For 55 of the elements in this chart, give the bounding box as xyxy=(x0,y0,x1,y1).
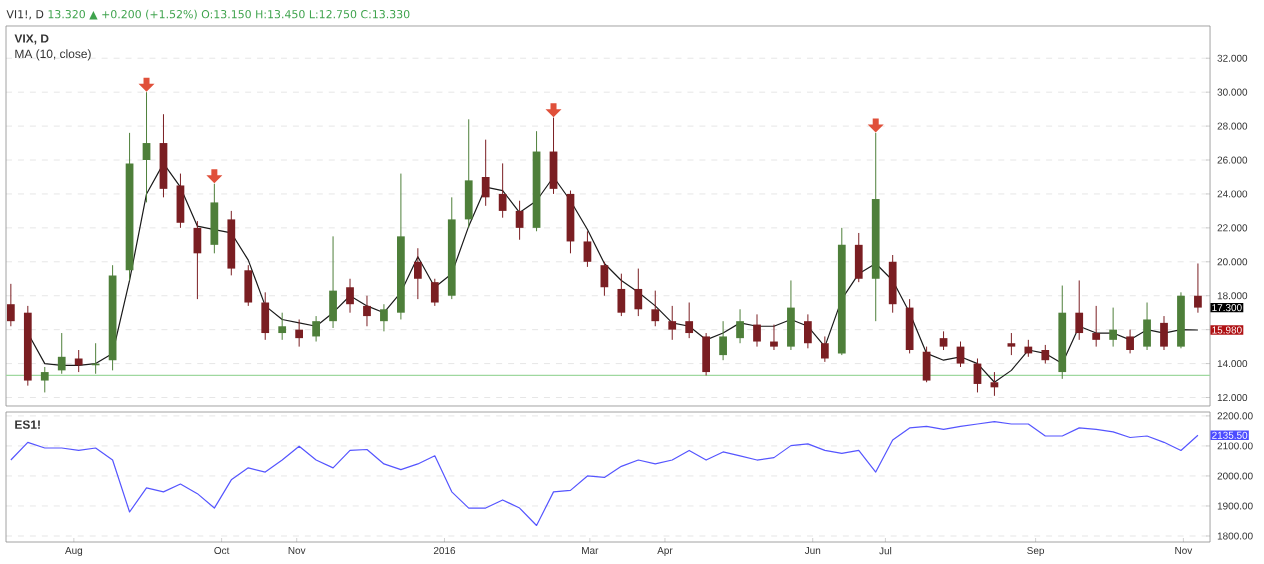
candlestick xyxy=(668,305,677,341)
candlestick xyxy=(1126,329,1134,354)
candlestick xyxy=(329,235,337,329)
line-series xyxy=(10,421,1199,527)
candlestick xyxy=(430,278,439,307)
candlestick xyxy=(176,173,185,229)
candlestick xyxy=(1143,302,1151,351)
candlestick xyxy=(804,313,812,349)
candlestick xyxy=(464,118,473,229)
candlestick xyxy=(617,273,626,317)
candlestick xyxy=(40,366,49,393)
candlestick xyxy=(346,278,354,314)
candlestick xyxy=(634,268,643,317)
candlestick xyxy=(210,183,219,254)
candlestick xyxy=(1109,307,1118,348)
candlestick xyxy=(244,264,253,307)
candlestick xyxy=(1092,305,1101,348)
candlestick xyxy=(498,162,507,219)
candlestick xyxy=(820,335,829,363)
candlestick xyxy=(312,315,320,343)
candlestick xyxy=(6,283,15,327)
candlestick xyxy=(295,318,304,348)
candlestick xyxy=(685,302,694,339)
candlestick xyxy=(600,261,609,297)
candlestick xyxy=(74,349,83,373)
candlestick xyxy=(702,332,711,376)
candlestick xyxy=(719,320,727,361)
candlestick xyxy=(481,139,490,207)
candlestick xyxy=(159,113,168,198)
candlestick xyxy=(854,232,863,283)
candlestick xyxy=(922,346,931,383)
candlestick xyxy=(905,298,914,354)
candlestick xyxy=(57,332,66,375)
candlestick xyxy=(1007,332,1016,356)
candlestick xyxy=(380,303,388,332)
candlestick xyxy=(770,324,778,351)
candlestick xyxy=(363,295,371,327)
candlestick xyxy=(990,371,999,397)
candlestick xyxy=(1160,315,1168,351)
candlestick xyxy=(1194,263,1202,314)
candlestick xyxy=(939,330,948,351)
candlestick xyxy=(583,230,592,268)
candlestick xyxy=(736,308,744,344)
candlestick xyxy=(1075,279,1084,341)
candlestick xyxy=(1041,344,1050,365)
candlestick xyxy=(413,247,422,300)
candlestick xyxy=(888,254,897,314)
candlestick xyxy=(142,91,151,203)
candlestick xyxy=(753,313,761,348)
candlestick xyxy=(787,279,795,351)
candlestick xyxy=(261,291,270,341)
candlestick xyxy=(278,312,287,341)
candlestick xyxy=(956,341,965,368)
candlestick xyxy=(515,200,524,241)
candlestick xyxy=(651,290,660,327)
